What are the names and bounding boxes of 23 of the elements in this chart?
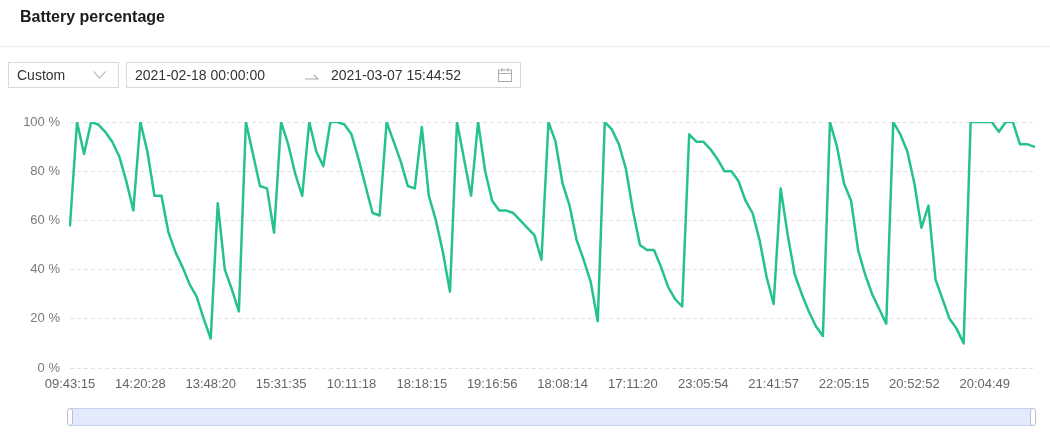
y-tick-label: 60 %	[30, 211, 61, 227]
y-tick-label: 20 %	[30, 310, 61, 326]
x-tick-label: 09:43:15	[44, 376, 96, 392]
x-tick-label: 22:05:15	[818, 376, 870, 392]
y-tick-label: 100 %	[23, 113, 61, 129]
x-tick-label: 18:18:15	[396, 376, 448, 392]
x-tick-label: 18:08:14	[537, 376, 588, 392]
x-tick-label: 23:05:54	[677, 376, 729, 392]
x-tick-label: 15:31:35	[255, 376, 307, 392]
y-tick-label: 0 %	[37, 359, 61, 375]
x-tick-label: 20:52:52	[889, 376, 940, 392]
x-tick-label: 10:11:18	[326, 376, 377, 392]
x-tick-label: 19:16:56	[466, 376, 518, 392]
x-tick-label: 21:41:57	[748, 376, 799, 392]
x-tick-label: 13:48:20	[185, 376, 237, 392]
y-tick-label: 80 %	[30, 162, 61, 178]
x-tick-label: 20:04:49	[959, 376, 1011, 392]
y-tick-label: 40 %	[30, 261, 61, 277]
x-tick-label: 17:11:20	[608, 376, 658, 392]
chart-title: Battery percentage	[20, 8, 165, 26]
x-tick-label: 14:20:28	[115, 376, 166, 392]
dropdown-field: Custom	[8, 62, 119, 88]
date-range-field: 2021-02-18 00:00:00 2021-03-07 15:44:52	[126, 62, 521, 88]
